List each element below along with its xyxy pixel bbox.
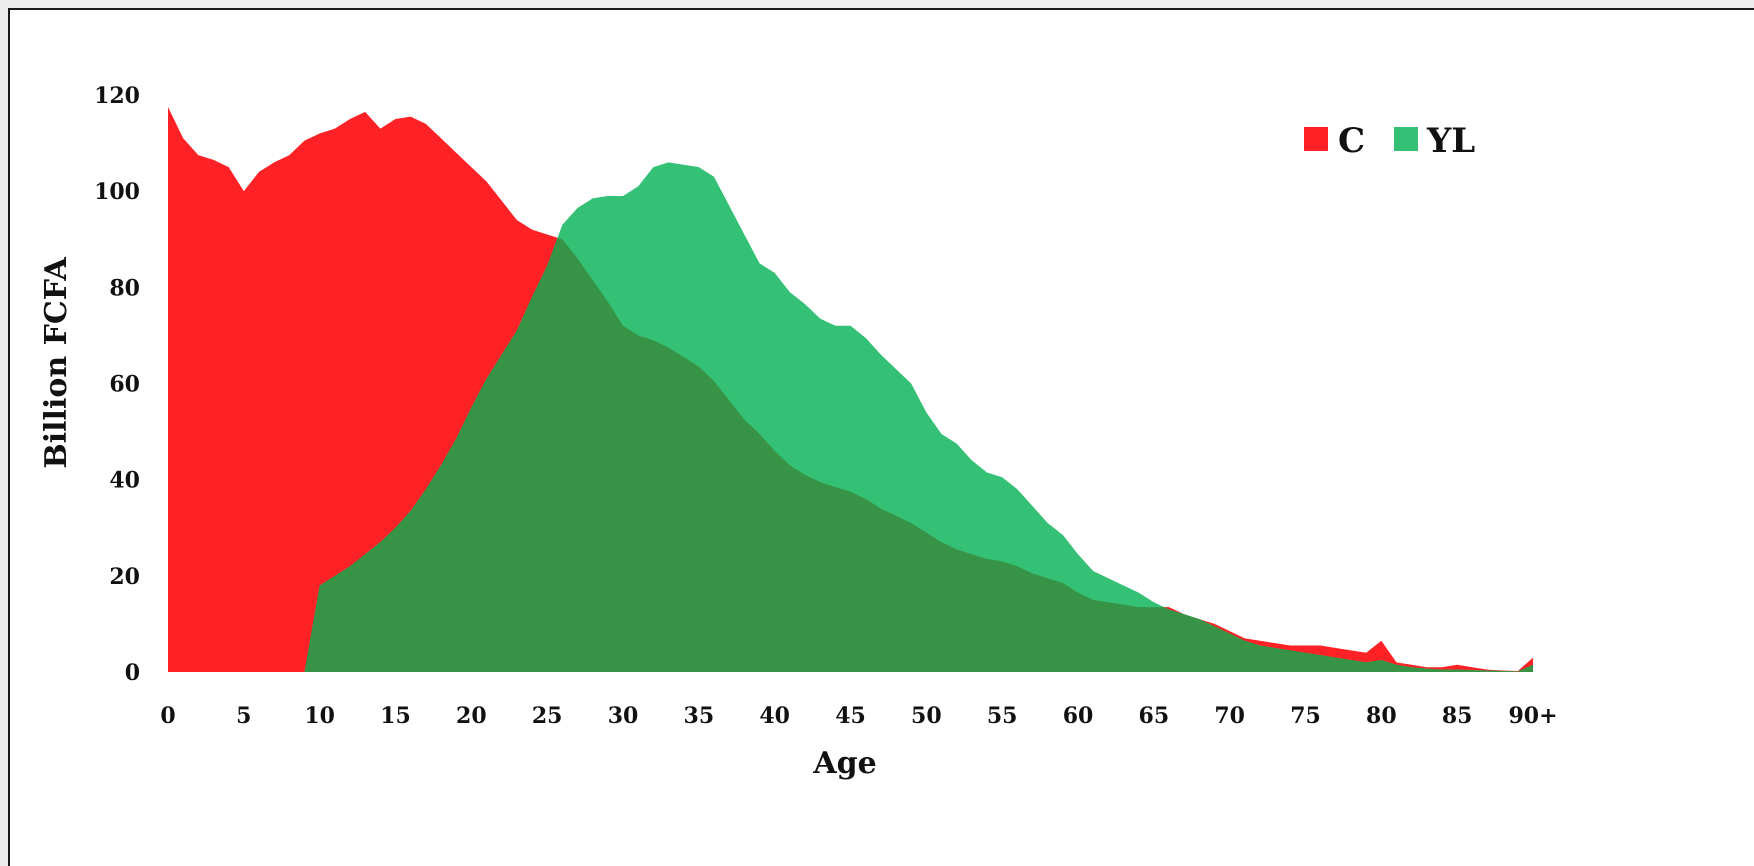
x-tick-label: 70	[1214, 703, 1245, 729]
x-tick-label: 15	[380, 703, 411, 729]
x-tick-label: 30	[608, 703, 639, 729]
legend-swatch-c	[1304, 127, 1328, 151]
x-tick-label: 45	[835, 703, 866, 729]
x-tick-label: 60	[1063, 703, 1094, 729]
plot-areas	[168, 107, 1533, 672]
y-tick-label: 20	[109, 564, 140, 590]
x-tick-label: 55	[987, 703, 1018, 729]
y-tick-label: 60	[109, 372, 140, 398]
legend-label-c: C	[1338, 121, 1365, 161]
x-tick-label: 85	[1442, 703, 1473, 729]
x-tick-label: 40	[759, 703, 790, 729]
legend-label-yl: YL	[1426, 121, 1475, 161]
area-chart: 0 20 40 60 80 100 120 0 5 10 15 20 25 30 35 40 45 50 55 60…	[39, 83, 1558, 781]
legend-swatch-yl	[1394, 127, 1418, 151]
x-tick-label: 20	[456, 703, 487, 729]
x-axis-ticks: 0 5 10 15 20 25 30 35 40 45 50 55 60 65 70 75 80 85 90+	[160, 703, 1557, 729]
y-axis-title: Billion FCFA	[39, 257, 74, 469]
x-tick-label: 5	[236, 703, 251, 729]
x-axis-title: Age	[812, 746, 876, 781]
x-tick-label: 90+	[1508, 703, 1557, 729]
y-tick-label: 80	[109, 275, 140, 301]
y-axis-ticks: 0 20 40 60 80 100 120	[94, 83, 140, 686]
x-tick-label: 80	[1366, 703, 1397, 729]
x-tick-label: 50	[911, 703, 942, 729]
y-tick-label: 120	[94, 83, 140, 109]
x-tick-label: 25	[532, 703, 563, 729]
x-tick-label: 35	[684, 703, 715, 729]
x-tick-label: 65	[1139, 703, 1170, 729]
y-tick-label: 40	[109, 468, 140, 494]
legend: C YL	[1304, 121, 1475, 161]
x-tick-label: 10	[304, 703, 335, 729]
chart-frame: 0 20 40 60 80 100 120 0 5 10 15 20 25 30 35 40 45 50 55 60…	[8, 8, 1754, 866]
x-tick-label: 75	[1290, 703, 1321, 729]
x-tick-label: 0	[160, 703, 175, 729]
y-tick-label: 0	[125, 660, 140, 686]
y-tick-label: 100	[94, 179, 140, 205]
